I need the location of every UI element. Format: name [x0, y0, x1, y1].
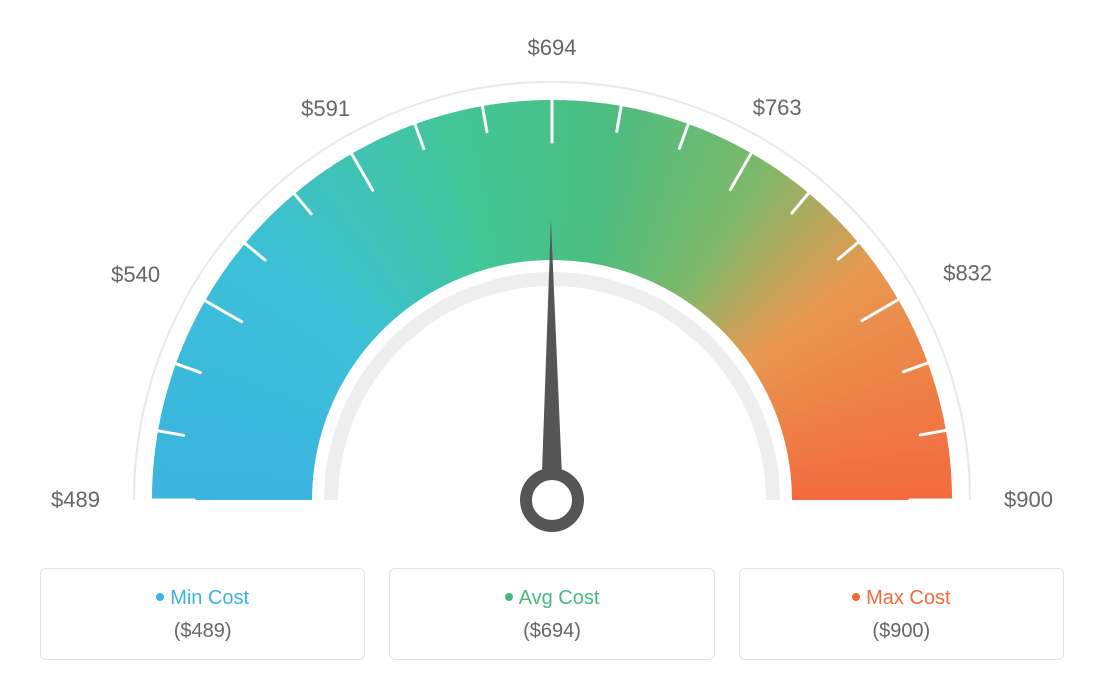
gauge-needle [541, 220, 563, 500]
gauge-tick-label: $591 [301, 96, 350, 121]
legend-title-avg: Avg Cost [400, 587, 703, 610]
gauge-tick-label: $694 [528, 35, 577, 60]
gauge-chart: $489 $540 $591 $694 $763 $832 $900 [0, 0, 1104, 560]
gauge-tick-label: $540 [111, 262, 160, 287]
legend-value-avg: ($694) [400, 620, 703, 643]
chart-container: $489 $540 $591 $694 $763 $832 $900 Min Cost ($… [0, 0, 1104, 690]
legend-dot-avg [505, 593, 513, 601]
legend-card-avg: Avg Cost ($694) [389, 568, 714, 660]
legend-card-max: Max Cost ($900) [739, 568, 1064, 660]
legend-dot-max [852, 593, 860, 601]
legend-title-text-min: Min Cost [170, 587, 249, 609]
legend-value-max: ($900) [750, 620, 1053, 643]
gauge-tick-label: $832 [943, 261, 992, 286]
gauge-svg: $489 $540 $591 $694 $763 $832 $900 [0, 0, 1104, 560]
legend-dot-min [156, 593, 164, 601]
legend-title-text-max: Max Cost [866, 587, 950, 609]
legend-title-min: Min Cost [51, 587, 354, 610]
gauge-tick-label: $489 [51, 487, 100, 512]
gauge-tick-label: $900 [1004, 487, 1053, 512]
legend-card-min: Min Cost ($489) [40, 568, 365, 660]
gauge-needle-hub [526, 474, 578, 526]
legend-title-max: Max Cost [750, 587, 1053, 610]
gauge-tick-label: $763 [753, 95, 802, 120]
legend-value-min: ($489) [51, 620, 354, 643]
legend-title-text-avg: Avg Cost [519, 587, 600, 609]
legend-row: Min Cost ($489) Avg Cost ($694) Max Cost… [40, 568, 1064, 660]
